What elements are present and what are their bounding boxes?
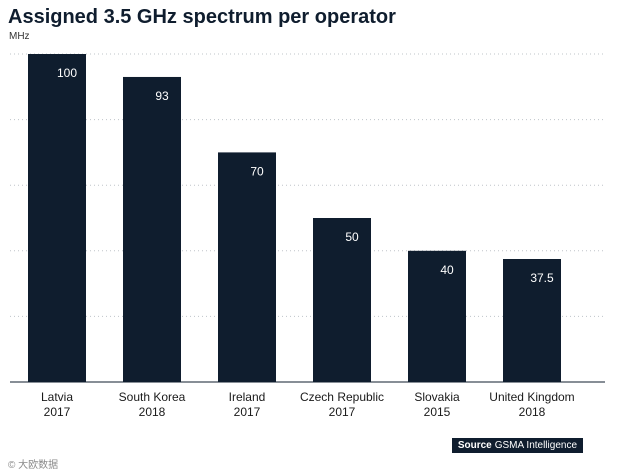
x-tick-label: United Kingdom — [489, 390, 574, 404]
data-label: 93 — [155, 89, 169, 103]
bar — [503, 259, 561, 382]
bar — [28, 54, 86, 382]
bar — [218, 152, 276, 382]
source-text: GSMA Intelligence — [494, 440, 577, 451]
bar — [408, 250, 466, 382]
chart-title: Assigned 3.5 GHz spectrum per operator — [8, 6, 396, 28]
x-tick-year: 2015 — [424, 405, 451, 419]
data-label: 100 — [57, 66, 77, 80]
x-tick-label: Slovakia — [414, 390, 460, 404]
data-label: 37.5 — [530, 271, 554, 285]
x-tick-year: 2017 — [234, 405, 261, 419]
bar — [123, 76, 181, 383]
x-tick-year: 2018 — [139, 405, 166, 419]
data-label: 70 — [250, 164, 264, 178]
x-tick-year: 2017 — [44, 405, 71, 419]
x-tick-label: South Korea — [119, 390, 186, 404]
x-tick-label: Czech Republic — [300, 390, 384, 404]
data-label: 40 — [440, 263, 454, 277]
source-badge: Source GSMA Intelligence — [451, 438, 583, 453]
bar — [313, 218, 371, 382]
x-tick-year: 2018 — [519, 405, 546, 419]
watermark: © 大欧数据 — [8, 460, 59, 471]
source-label: Source — [457, 440, 492, 451]
x-tick-label: Ireland — [229, 390, 266, 404]
unit-label: MHz — [9, 31, 30, 42]
data-label: 50 — [345, 230, 359, 244]
x-tick-year: 2017 — [329, 405, 356, 419]
x-tick-label: Latvia — [41, 390, 73, 404]
